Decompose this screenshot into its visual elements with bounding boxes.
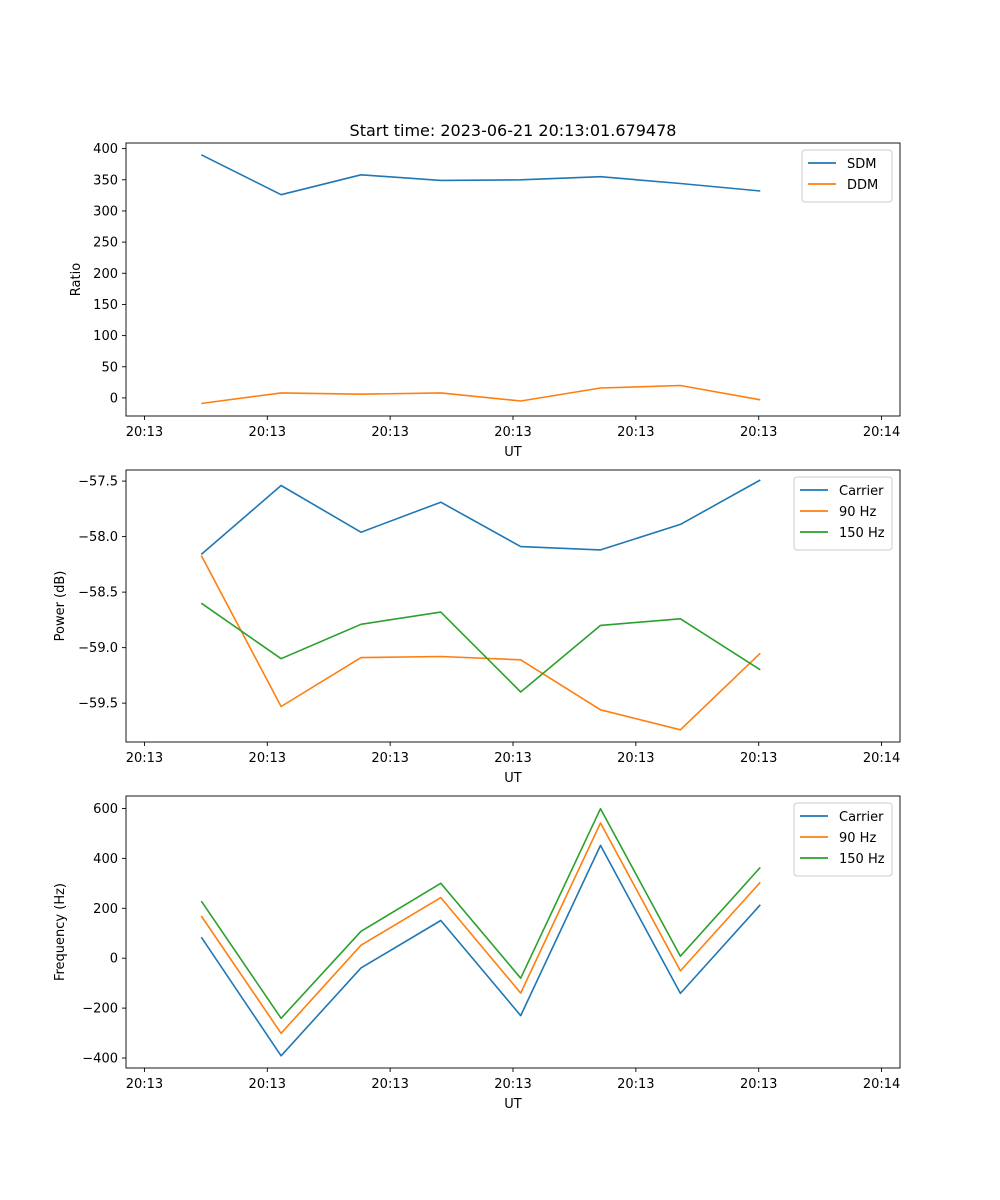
x-tick-label: 20:13 bbox=[249, 1077, 286, 1092]
x-tick-label: 20:13 bbox=[617, 1077, 654, 1092]
legend-label: SDM bbox=[847, 157, 876, 172]
x-tick-label: 20:14 bbox=[863, 751, 900, 766]
legend-label: 150 Hz bbox=[839, 852, 885, 867]
y-tick-label: 250 bbox=[93, 236, 118, 251]
y-tick-label: 300 bbox=[93, 204, 118, 219]
series-line-1 bbox=[201, 384, 761, 405]
y-tick-label: −59.0 bbox=[78, 641, 118, 656]
x-tick-label: 20:13 bbox=[126, 1077, 163, 1092]
y-tick-label: −400 bbox=[82, 1052, 118, 1067]
legend: Carrier 90 Hz 150 Hz bbox=[793, 802, 893, 877]
y-axis-label: Frequency (Hz) bbox=[53, 883, 68, 981]
x-tick-label: 20:13 bbox=[494, 751, 531, 766]
x-tick-label: 20:13 bbox=[617, 425, 654, 440]
y-tick-label: 200 bbox=[93, 902, 118, 917]
y-tick-label: 350 bbox=[93, 173, 118, 188]
y-tick-label: 0 bbox=[110, 391, 118, 406]
x-tick-label: 20:14 bbox=[863, 425, 900, 440]
plot-frame bbox=[125, 469, 901, 743]
series-line-0 bbox=[200, 154, 761, 196]
x-tick-label: 20:13 bbox=[740, 425, 777, 440]
y-tick-label: 600 bbox=[93, 802, 118, 817]
series-line-0 bbox=[200, 479, 761, 556]
y-tick-label: 150 bbox=[93, 298, 118, 313]
x-tick-label: 20:13 bbox=[740, 1077, 777, 1092]
y-tick-label: −200 bbox=[82, 1002, 118, 1017]
plot-frame bbox=[125, 795, 901, 1069]
y-tick-label: −58.0 bbox=[78, 530, 118, 545]
x-tick-label: 20:13 bbox=[371, 425, 408, 440]
series-line-0 bbox=[200, 844, 761, 1057]
legend-label: Carrier bbox=[839, 484, 884, 499]
y-tick-label: −57.5 bbox=[78, 475, 118, 490]
y-tick-label: −58.5 bbox=[78, 586, 118, 601]
plot-frame bbox=[125, 142, 901, 417]
x-tick-label: 20:13 bbox=[740, 751, 777, 766]
legend-label: Carrier bbox=[839, 810, 884, 825]
x-tick-label: 20:13 bbox=[126, 425, 163, 440]
x-tick-label: 20:13 bbox=[126, 751, 163, 766]
y-tick-label: 0 bbox=[110, 952, 118, 967]
x-tick-label: 20:13 bbox=[494, 425, 531, 440]
legend: SDM DDM bbox=[801, 149, 893, 203]
legend-label: 150 Hz bbox=[839, 526, 885, 541]
y-tick-label: 400 bbox=[93, 142, 118, 157]
frequency-panel: 20:13 20:13 20:13 20:13 20:13 20:13 20:14 UT −40… bbox=[53, 795, 901, 1112]
x-tick-label: 20:13 bbox=[494, 1077, 531, 1092]
x-axis-label: UT bbox=[504, 771, 522, 786]
power-panel: 20:13 20:13 20:13 20:13 20:13 20:13 20:14 UT −59… bbox=[53, 469, 901, 786]
x-tick-label: 20:13 bbox=[249, 751, 286, 766]
x-tick-label: 20:13 bbox=[617, 751, 654, 766]
ratio-panel: 20:13 20:13 20:13 20:13 20:13 20:13 20:14 UT 0 50… bbox=[69, 142, 901, 460]
x-tick-label: 20:13 bbox=[249, 425, 286, 440]
x-tick-label: 20:14 bbox=[863, 1077, 900, 1092]
x-axis-label: UT bbox=[504, 1097, 522, 1112]
series-line-2 bbox=[200, 807, 761, 1020]
legend-label: 90 Hz bbox=[839, 505, 876, 520]
x-tick-label: 20:13 bbox=[371, 751, 408, 766]
y-tick-label: 400 bbox=[93, 852, 118, 867]
legend: Carrier 90 Hz 150 Hz bbox=[793, 476, 893, 551]
x-axis-label: UT bbox=[504, 445, 522, 460]
y-axis-label: Power (dB) bbox=[53, 571, 68, 642]
y-tick-label: −59.5 bbox=[78, 697, 118, 712]
series-line-1 bbox=[200, 555, 761, 731]
x-tick-label: 20:13 bbox=[371, 1077, 408, 1092]
legend-label: DDM bbox=[847, 178, 878, 193]
y-tick-label: 200 bbox=[93, 267, 118, 282]
y-tick-label: 100 bbox=[93, 329, 118, 344]
y-axis-label: Ratio bbox=[69, 263, 84, 296]
y-tick-label: 50 bbox=[101, 360, 118, 375]
series-line-2 bbox=[200, 602, 761, 693]
chart-title: Start time: 2023-06-21 20:13:01.679478 bbox=[350, 121, 677, 140]
legend-label: 90 Hz bbox=[839, 831, 876, 846]
series-line-1 bbox=[200, 822, 761, 1035]
